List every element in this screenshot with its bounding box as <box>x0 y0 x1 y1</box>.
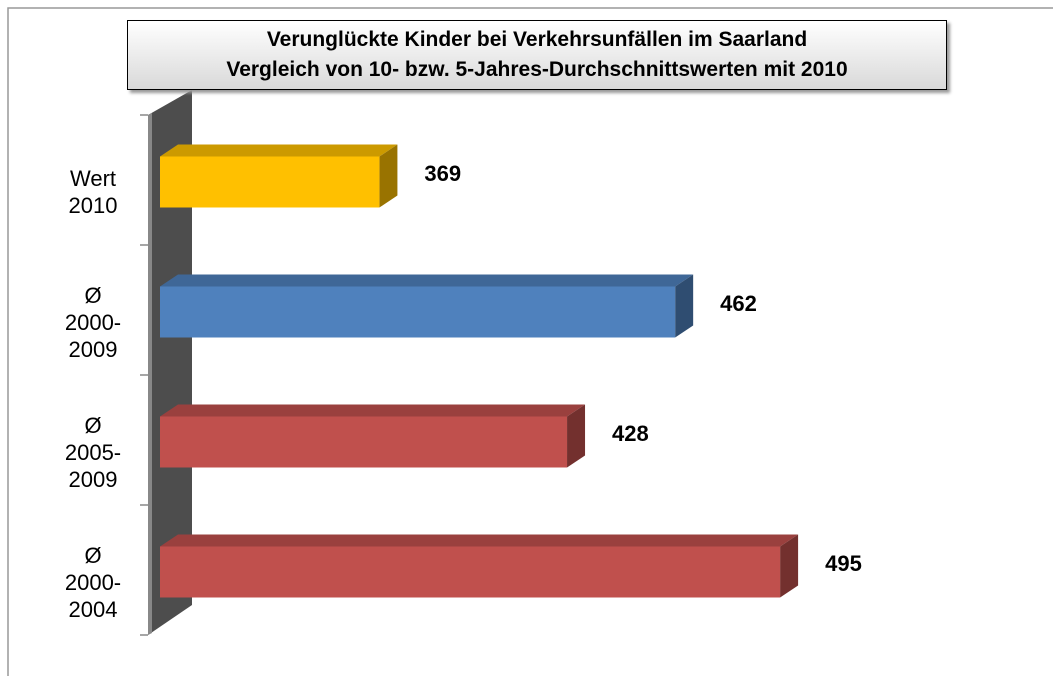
category-label: Wert 2010 <box>68 166 118 218</box>
plot-frame <box>7 7 1053 676</box>
bar-side <box>379 144 398 208</box>
bar <box>160 416 568 468</box>
bar-side <box>675 274 694 338</box>
bar-top <box>160 534 799 547</box>
bar-top <box>160 144 398 157</box>
bar <box>160 156 380 208</box>
category-label: Ø 2000-2004 <box>64 542 122 622</box>
bar-top <box>160 404 586 417</box>
chart-title: Verunglückte Kinder bei Verkehrsunfällen… <box>127 20 947 90</box>
value-label: 462 <box>720 291 757 316</box>
value-label: 428 <box>612 421 649 446</box>
bar-side <box>780 534 799 598</box>
bar <box>160 546 781 598</box>
wall-edge <box>148 113 152 635</box>
value-label: 369 <box>424 161 461 186</box>
category-label: Ø 2005-2009 <box>64 412 122 492</box>
bar-top <box>160 274 694 287</box>
category-label: Ø 2000-2009 <box>64 282 122 362</box>
bar <box>160 286 676 338</box>
title-line: Verunglückte Kinder bei Verkehrsunfällen… <box>266 28 808 51</box>
bar-side <box>567 404 586 468</box>
subtitle-line: Vergleich von 10- bzw. 5-Jahres-Durchsch… <box>226 58 848 81</box>
wall <box>148 90 192 635</box>
value-label: 495 <box>825 551 862 576</box>
